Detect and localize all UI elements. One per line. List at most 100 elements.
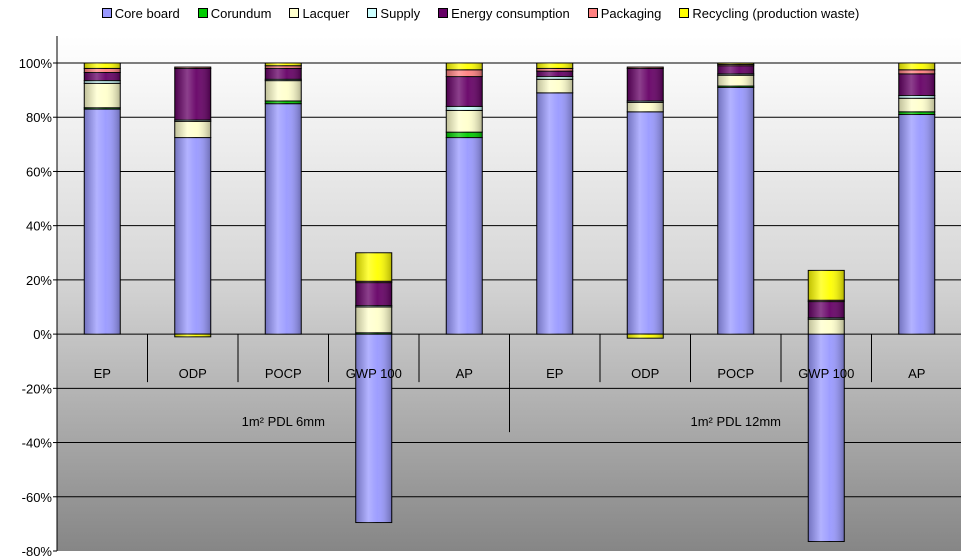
bar-segment-shade: [446, 69, 483, 77]
bar-segment-shade: [174, 137, 211, 335]
legend-swatch: [587, 8, 598, 18]
bar-segment-shade: [174, 119, 211, 122]
bar-segment-shade: [808, 270, 845, 301]
bar-segment-shade: [717, 73, 754, 76]
bar-segment-shade: [446, 110, 483, 133]
bar-segment-shade: [355, 281, 392, 283]
group-label: 1m² PDL 12mm: [690, 414, 781, 429]
bar-segment-shade: [355, 252, 392, 282]
bar-segment-shade: [355, 334, 392, 523]
bar-segment-shade: [84, 72, 121, 81]
category-label: GWP 100: [346, 366, 402, 381]
y-tick-label: 100%: [19, 56, 53, 71]
bar-segment-shade: [898, 111, 935, 115]
bar-segment-shade: [265, 80, 302, 101]
bar-segment-shade: [898, 63, 935, 70]
bar-segment-shade: [898, 73, 935, 96]
category-label: EP: [94, 366, 111, 381]
bar-segment-shade: [446, 63, 483, 70]
category-label: ODP: [179, 366, 207, 381]
legend-swatch: [367, 8, 378, 18]
bar-segment-shade: [627, 67, 664, 69]
y-tick-label: -60%: [22, 490, 53, 505]
bar-segment-shade: [84, 83, 121, 108]
group-label: 1m² PDL 6mm: [242, 414, 325, 429]
bar-segment-shade: [265, 63, 302, 66]
bar-segment-shade: [627, 111, 664, 335]
legend-label: Supply: [380, 5, 421, 21]
bar-segment-shade: [355, 305, 392, 307]
legend-label: Recycling (production waste): [692, 5, 860, 21]
bar-segment-shade: [446, 137, 483, 335]
category-label: POCP: [265, 366, 302, 381]
bar-segment-shade: [265, 100, 302, 104]
bar-segment-shade: [898, 69, 935, 74]
bar-segment-shade: [898, 98, 935, 112]
category-label: ODP: [631, 366, 659, 381]
legend-item: Corundum: [197, 4, 272, 22]
legend-swatch: [289, 8, 300, 18]
legend-swatch: [438, 8, 449, 18]
bar-segment-shade: [627, 100, 664, 103]
category-label: AP: [908, 366, 925, 381]
bar-segment-shade: [627, 102, 664, 112]
bar-segment-shade: [446, 76, 483, 107]
y-tick-label: 80%: [26, 110, 52, 125]
legend-label: Core board: [114, 5, 180, 21]
bar-segment-shade: [536, 63, 573, 69]
bar-segment-shade: [174, 68, 211, 120]
bar-segment-shade: [84, 109, 121, 335]
bar-segment-shade: [717, 87, 754, 335]
y-tick-label: -40%: [22, 436, 53, 451]
legend: Core board Corundum Lacquer Supply Energy co…: [0, 4, 961, 22]
bar-segment-shade: [174, 67, 211, 69]
bar-segment-shade: [536, 71, 573, 77]
legend-item: Lacquer: [289, 4, 349, 22]
bar-segment-shade: [84, 63, 121, 69]
category-label: POCP: [717, 366, 754, 381]
bar-segment-shade: [265, 68, 302, 80]
y-tick-label: -20%: [22, 381, 53, 396]
bar-segment-shade: [265, 65, 302, 69]
y-tick-label: 0%: [33, 327, 52, 342]
bar-segment-shade: [627, 68, 664, 101]
bar-segment-shade: [355, 307, 392, 333]
y-tick-label: 20%: [26, 273, 52, 288]
bar-segment-shade: [84, 68, 121, 73]
bar-segment-shade: [898, 114, 935, 335]
bar-segment-shade: [446, 132, 483, 138]
bar-segment-shade: [174, 121, 211, 138]
bar-segment-shade: [808, 317, 845, 320]
legend-item: Supply: [367, 4, 420, 22]
bar-segment-shade: [536, 92, 573, 335]
bar-segment-shade: [174, 334, 211, 337]
bar-segment-shade: [717, 64, 754, 66]
bar-segment-shade: [84, 107, 121, 110]
bar-segment-shade: [265, 79, 302, 81]
y-tick-label: 60%: [26, 164, 52, 179]
bar-segment-shade: [808, 300, 845, 302]
bar-segment-shade: [717, 86, 754, 88]
bar-segment-shade: [355, 332, 392, 335]
bar-segment-shade: [808, 301, 845, 318]
legend-label: Packaging: [600, 5, 662, 21]
bar-segment-shade: [717, 63, 754, 65]
category-label: AP: [456, 366, 473, 381]
legend-label: Energy consumption: [451, 5, 570, 21]
bar-segment-shade: [355, 282, 392, 306]
legend-swatch: [197, 8, 208, 18]
legend-item: Energy consumption: [438, 4, 570, 22]
bar-segment-shade: [808, 334, 845, 542]
y-tick-label: -80%: [22, 544, 53, 557]
bar-segment-shade: [536, 79, 573, 93]
category-label: GWP 100: [798, 366, 854, 381]
bar-segment-shade: [265, 103, 302, 335]
bar-segment-shade: [717, 75, 754, 87]
bar-segment-shade: [627, 334, 664, 339]
legend-swatch: [101, 8, 112, 18]
bar-segment-shade: [717, 65, 754, 74]
bar-segment-shade: [898, 95, 935, 99]
legend-label: Corundum: [210, 5, 272, 21]
legend-label: Lacquer: [302, 5, 350, 21]
